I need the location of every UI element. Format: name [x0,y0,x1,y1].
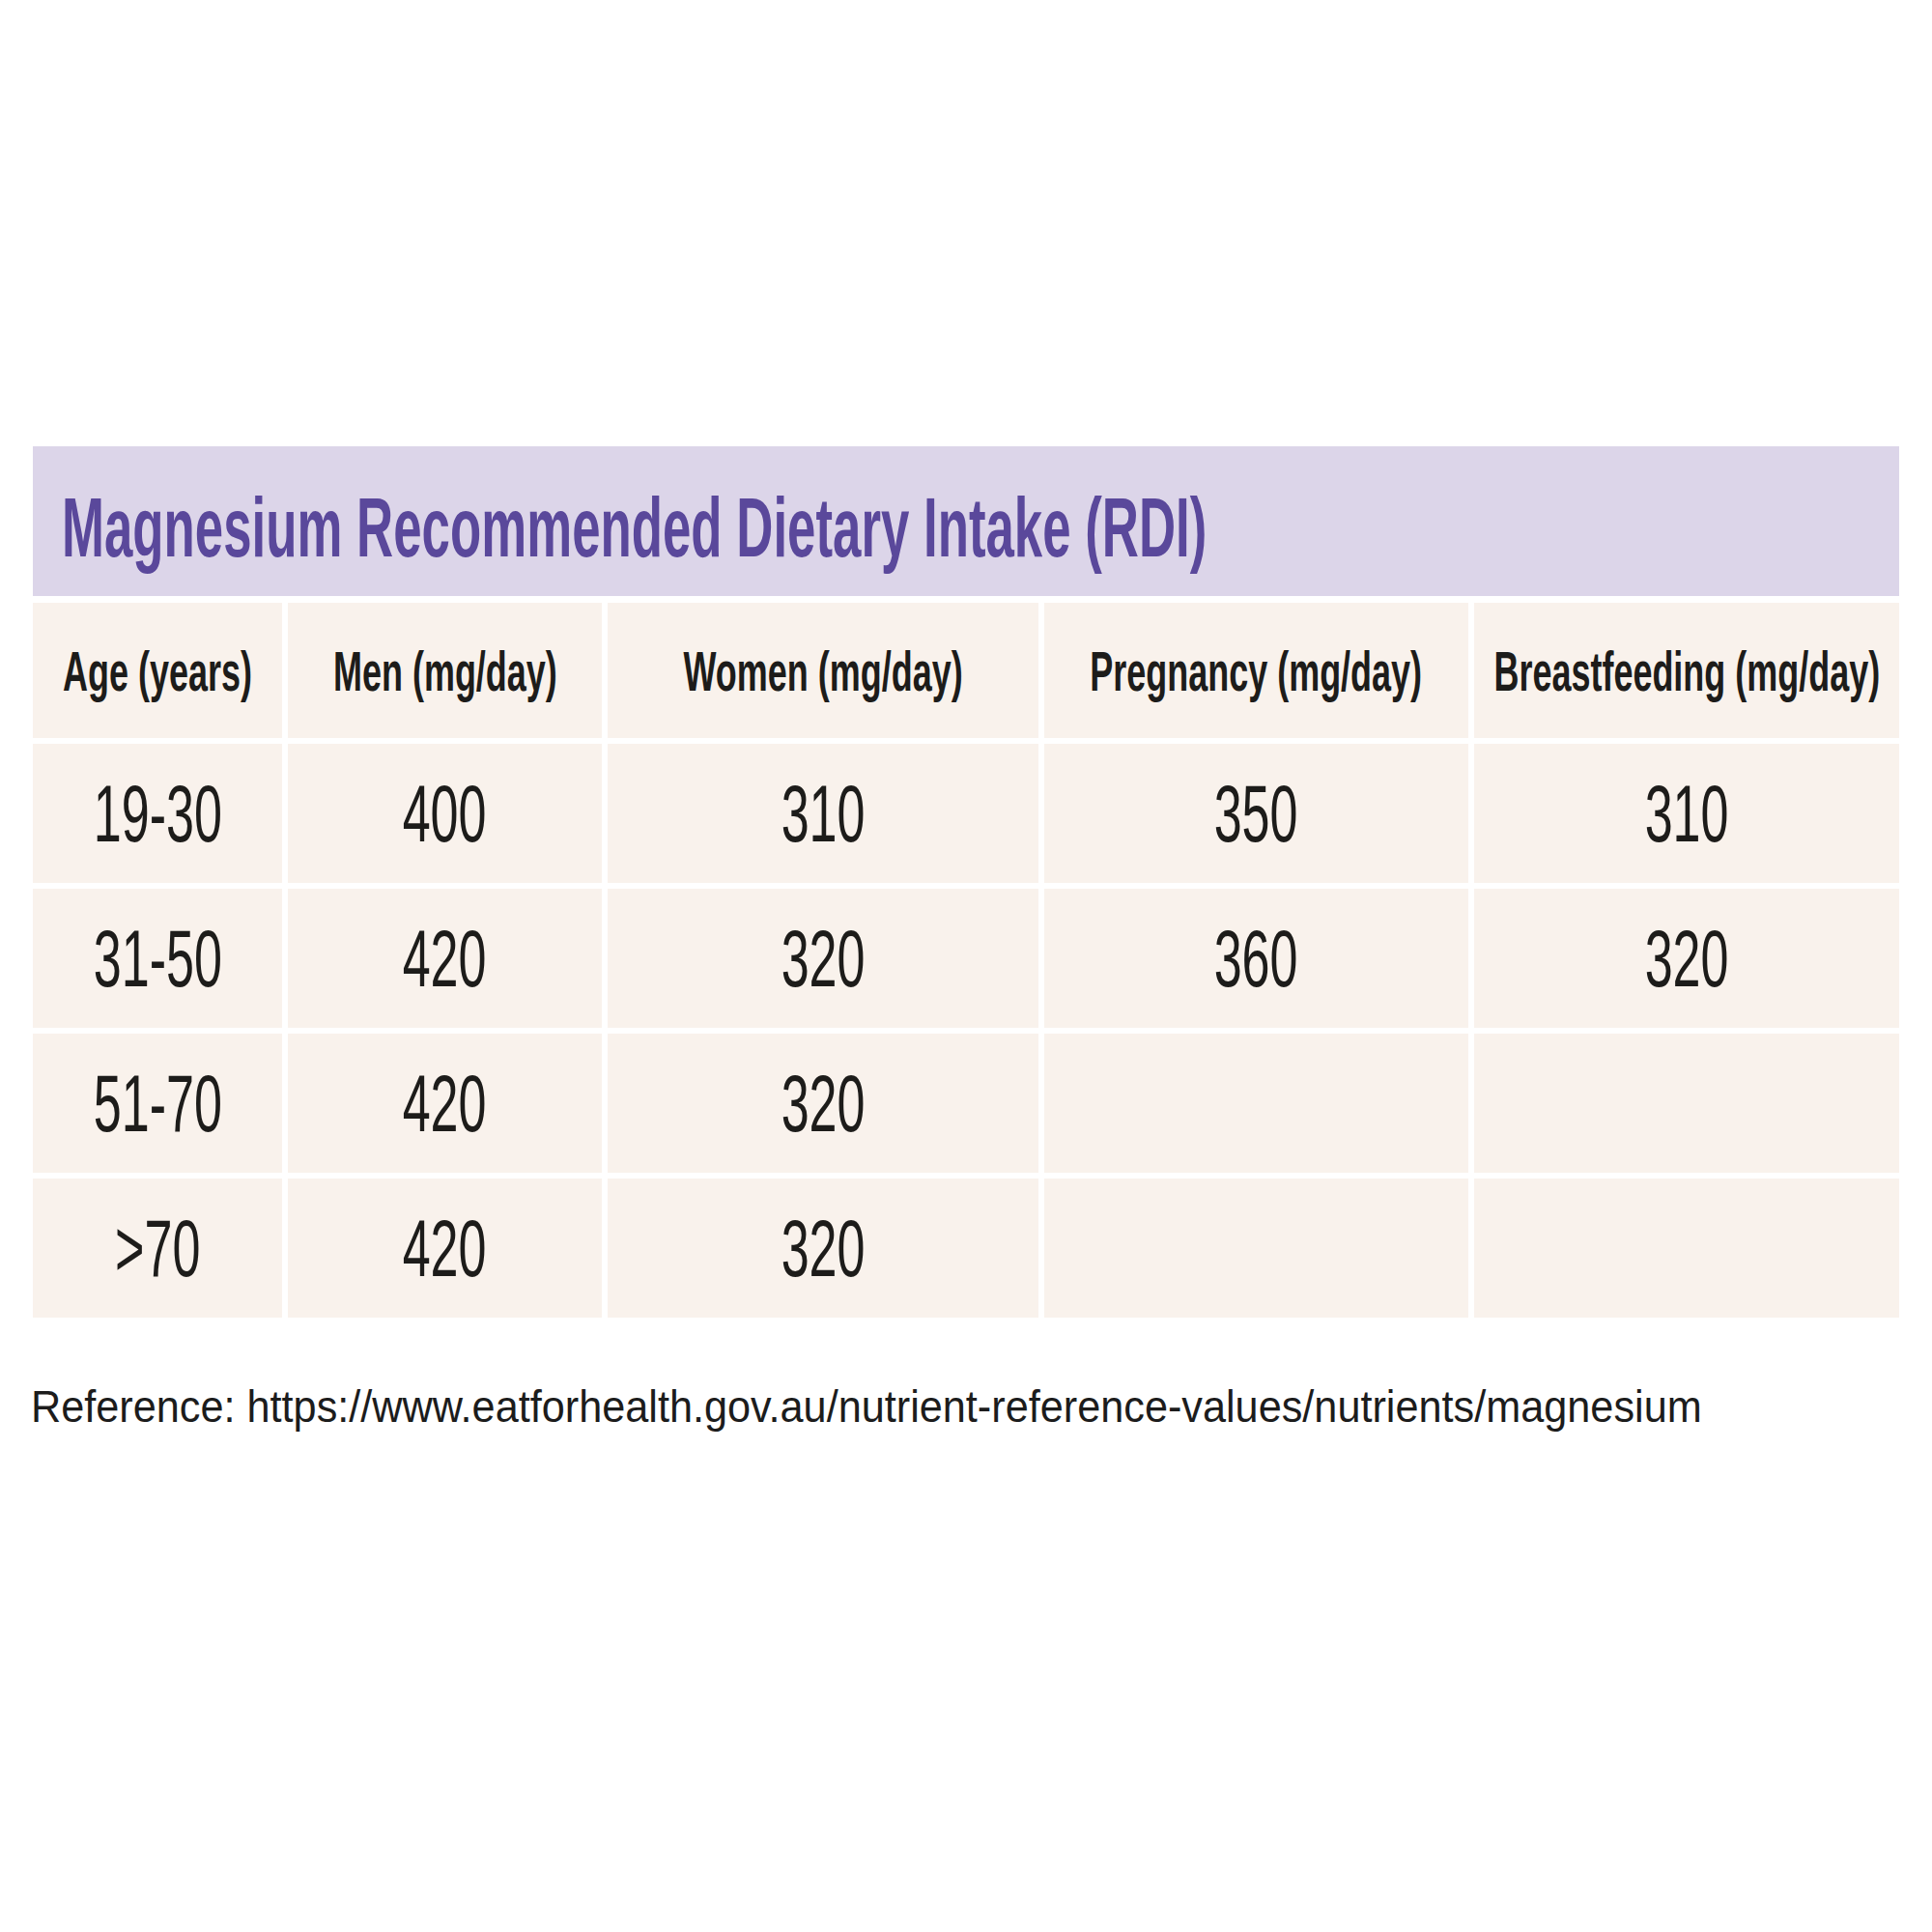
table-cell: 400 [288,744,602,883]
table-cell: 420 [288,1034,602,1173]
table-cell: 310 [608,744,1038,883]
column-header-age-label: Age (years) [63,639,252,703]
table-cell [1474,1034,1899,1173]
column-header-women: Women (mg/day) [608,603,1038,738]
cell-women-19-30: 310 [781,767,866,861]
cell-men-31-50: 420 [403,912,487,1006]
table-cell: 350 [1044,744,1468,883]
table-cell: 320 [1474,889,1899,1028]
column-header-men: Men (mg/day) [288,603,602,738]
cell-breastfeeding-19-30: 310 [1645,767,1729,861]
cell-pregnancy-19-30: 350 [1214,767,1298,861]
table-cell: 420 [288,1179,602,1318]
column-header-breastfeeding-label: Breastfeeding (mg/day) [1493,639,1880,703]
cell-women-51-70: 320 [781,1057,866,1151]
table-cell [1044,1179,1468,1318]
table-cell: 320 [608,1034,1038,1173]
page-title: Magnesium Recommended Dietary Intake (RD… [62,478,1207,577]
cell-women-31-50: 320 [781,912,866,1006]
table-cell: 19-30 [33,744,282,883]
cell-women-over-70: 320 [781,1202,866,1295]
rdi-table: Age (years) Men (mg/day) Women (mg/day) … [33,603,1899,1318]
table-cell: 420 [288,889,602,1028]
cell-age-19-30: 19-30 [93,767,221,861]
table-cell: 310 [1474,744,1899,883]
table-cell [1044,1034,1468,1173]
table-cell: 320 [608,1179,1038,1318]
column-header-men-label: Men (mg/day) [333,639,557,703]
cell-men-over-70: 420 [403,1202,487,1295]
column-header-breastfeeding: Breastfeeding (mg/day) [1474,603,1899,738]
table-cell: >70 [33,1179,282,1318]
table-cell: 360 [1044,889,1468,1028]
cell-men-51-70: 420 [403,1057,487,1151]
column-header-women-label: Women (mg/day) [683,639,962,703]
cell-age-51-70: 51-70 [93,1057,221,1151]
cell-age-over-70: >70 [115,1202,200,1295]
table-cell: 31-50 [33,889,282,1028]
reference-text: Reference: https://www.eatforhealth.gov.… [31,1379,1702,1433]
title-banner: Magnesium Recommended Dietary Intake (RD… [33,446,1899,596]
table-cell: 320 [608,889,1038,1028]
column-header-pregnancy-label: Pregnancy (mg/day) [1091,639,1423,703]
rdi-infographic: Magnesium Recommended Dietary Intake (RD… [33,446,1899,1433]
column-header-pregnancy: Pregnancy (mg/day) [1044,603,1468,738]
page: Magnesium Recommended Dietary Intake (RD… [0,0,1932,1932]
table-cell [1474,1179,1899,1318]
table-cell: 51-70 [33,1034,282,1173]
cell-breastfeeding-31-50: 320 [1645,912,1729,1006]
cell-age-31-50: 31-50 [93,912,221,1006]
cell-pregnancy-31-50: 360 [1214,912,1298,1006]
column-header-age: Age (years) [33,603,282,738]
cell-men-19-30: 400 [403,767,487,861]
